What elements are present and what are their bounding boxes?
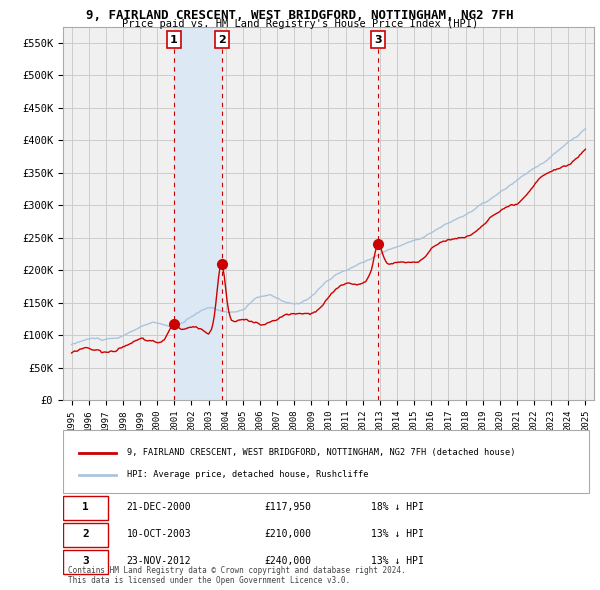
FancyBboxPatch shape xyxy=(63,430,589,493)
Text: 13% ↓ HPI: 13% ↓ HPI xyxy=(371,556,424,566)
Text: £210,000: £210,000 xyxy=(265,529,312,539)
Text: 2: 2 xyxy=(82,529,89,539)
Text: 18% ↓ HPI: 18% ↓ HPI xyxy=(371,502,424,512)
FancyBboxPatch shape xyxy=(63,496,108,520)
FancyBboxPatch shape xyxy=(63,550,108,574)
Text: 3: 3 xyxy=(374,35,382,45)
Text: 21-DEC-2000: 21-DEC-2000 xyxy=(127,502,191,512)
Text: 1: 1 xyxy=(82,502,89,512)
Text: 2: 2 xyxy=(218,35,226,45)
Text: £117,950: £117,950 xyxy=(265,502,312,512)
Text: 13% ↓ HPI: 13% ↓ HPI xyxy=(371,529,424,539)
Text: Contains HM Land Registry data © Crown copyright and database right 2024.
This d: Contains HM Land Registry data © Crown c… xyxy=(68,566,406,585)
Text: 9, FAIRLAND CRESCENT, WEST BRIDGFORD, NOTTINGHAM, NG2 7FH (detached house): 9, FAIRLAND CRESCENT, WEST BRIDGFORD, NO… xyxy=(127,448,515,457)
Bar xyxy=(175,27,222,400)
Text: Price paid vs. HM Land Registry's House Price Index (HPI): Price paid vs. HM Land Registry's House … xyxy=(122,19,478,29)
Text: 9, FAIRLAND CRESCENT, WEST BRIDGFORD, NOTTINGHAM, NG2 7FH: 9, FAIRLAND CRESCENT, WEST BRIDGFORD, NO… xyxy=(86,9,514,22)
Text: HPI: Average price, detached house, Rushcliffe: HPI: Average price, detached house, Rush… xyxy=(127,470,368,480)
Text: 1: 1 xyxy=(170,35,178,45)
Text: 3: 3 xyxy=(82,556,89,566)
FancyBboxPatch shape xyxy=(63,523,108,547)
Text: 23-NOV-2012: 23-NOV-2012 xyxy=(127,556,191,566)
Text: 10-OCT-2003: 10-OCT-2003 xyxy=(127,529,191,539)
Text: £240,000: £240,000 xyxy=(265,556,312,566)
